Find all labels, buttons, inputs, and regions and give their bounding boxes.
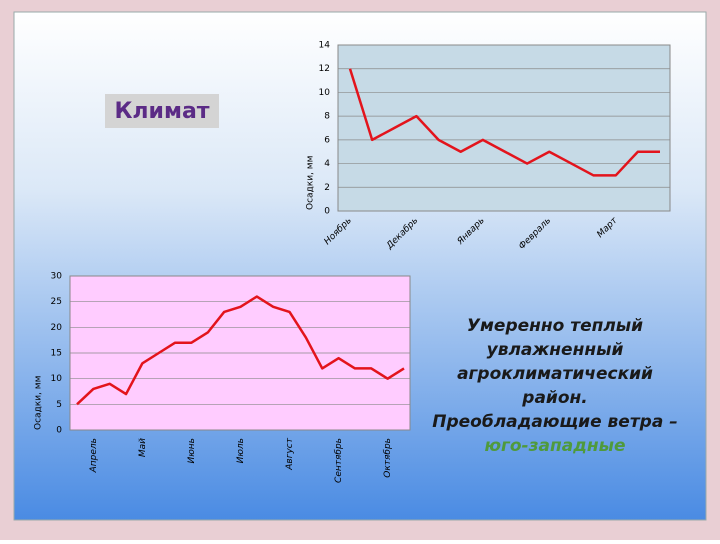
y-tick-label: 8 [324, 112, 330, 122]
y-tick-label: 15 [51, 349, 62, 359]
text-block: Умеренно теплый увлажненный агроклиматичес… [432, 316, 677, 456]
x-tick-label: Июль [236, 438, 246, 463]
y-tick-label: 0 [56, 426, 62, 436]
text-line: район. [521, 388, 587, 408]
y-tick-label: 10 [51, 374, 63, 384]
y-tick-label: 12 [319, 64, 330, 74]
y-tick-label: 20 [51, 323, 63, 333]
y-tick-label: 0 [324, 207, 330, 217]
plot-area [337, 44, 671, 212]
title-box [105, 94, 219, 128]
x-tick-label: Октябрь [383, 438, 393, 478]
x-tick-label: Сентябрь [334, 438, 344, 483]
line [348, 68, 660, 177]
x-tick-label: Август [285, 437, 295, 470]
text-line: Преобладающие ветра – [432, 412, 677, 432]
y-tick-label: 2 [324, 183, 330, 193]
y-axis-label: Осадки, мм [306, 156, 316, 210]
y-tick-label: 5 [56, 400, 62, 410]
x-tick-label: Июнь [187, 438, 197, 464]
x-tick-label: Апрель [89, 438, 99, 473]
y-tick-label: 25 [51, 297, 62, 307]
text-line: увлажненный [487, 340, 624, 360]
text-line: агроклиматический [457, 364, 653, 384]
y-tick-label: 14 [319, 41, 331, 51]
y-tick-label: 30 [51, 272, 63, 282]
line [76, 295, 405, 406]
y-tick-label: 10 [319, 88, 331, 98]
y-tick-label: 4 [324, 159, 330, 169]
text-line: Умеренно теплый [467, 316, 643, 336]
text-line: юго-западные [484, 436, 625, 456]
y-tick-label: 6 [324, 135, 330, 145]
y-axis-label: Осадки, мм [34, 376, 44, 430]
x-tick-label: Май [138, 438, 148, 457]
slide-title: Климат [114, 99, 209, 124]
